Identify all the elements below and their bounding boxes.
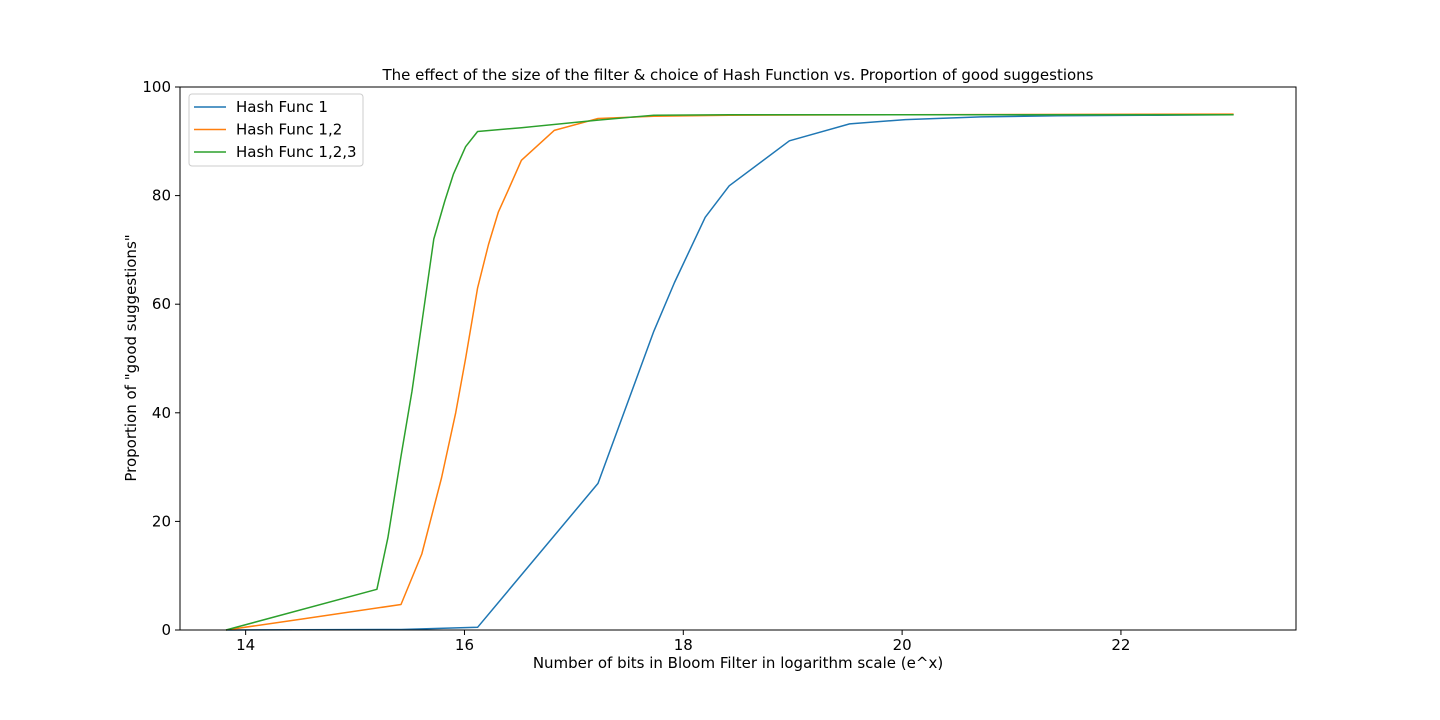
series-line-2 (225, 113, 1234, 631)
series-lines (225, 113, 1234, 631)
y-axis-label: Proportion of "good suggestions" (122, 234, 140, 481)
legend-label: Hash Func 1,2 (236, 121, 342, 139)
legend-label: Hash Func 1,2,3 (236, 143, 357, 161)
legend: Hash Func 1 Hash Func 1,2 Hash Func 1,2,3 (188, 93, 364, 167)
y-axis-ticks: 0 20 40 60 80 100 (142, 78, 180, 639)
x-tick-label: 16 (455, 636, 474, 654)
chart-title: The effect of the size of the filter & c… (382, 66, 1094, 84)
series-line-3 (225, 113, 1234, 631)
x-tick-label: 22 (1111, 636, 1130, 654)
x-axis-label: Number of bits in Bloom Filter in logari… (533, 654, 943, 672)
x-axis-ticks: 14 16 18 20 22 (236, 630, 1130, 654)
y-tick-label: 0 (161, 621, 171, 639)
y-tick-label: 80 (152, 187, 171, 205)
legend-label: Hash Func 1 (236, 98, 328, 116)
legend-box (188, 93, 364, 167)
plot-frame (179, 86, 1297, 631)
x-tick-label: 20 (893, 636, 912, 654)
x-tick-label: 18 (674, 636, 693, 654)
y-tick-label: 40 (152, 404, 171, 422)
y-tick-label: 20 (152, 512, 171, 530)
x-tick-label: 14 (236, 636, 255, 654)
y-tick-label: 100 (142, 78, 171, 96)
y-tick-label: 60 (152, 295, 171, 313)
series-line-1 (225, 113, 1234, 631)
